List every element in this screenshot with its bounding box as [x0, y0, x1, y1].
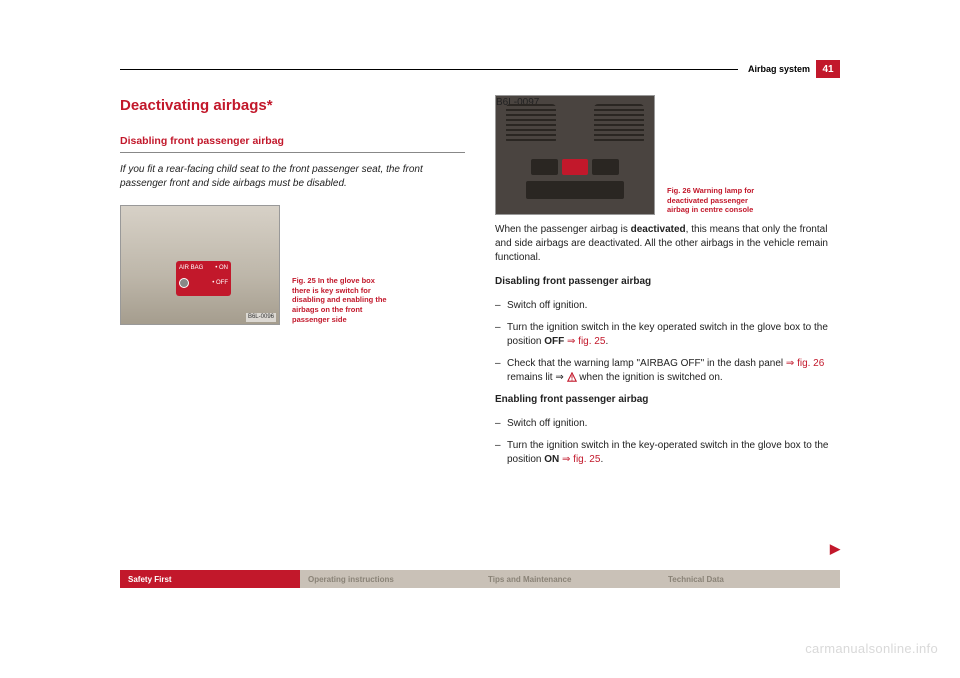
- bullet-dash-icon: –: [495, 357, 507, 385]
- dash-button-icon: [592, 159, 619, 175]
- text-bold: ON: [544, 454, 559, 465]
- manual-page: Airbag system 41 Deactivating airbags* D…: [0, 0, 960, 678]
- figure-26-block: B6L-0097 Fig. 26 Warning lamp for deacti…: [495, 95, 840, 215]
- figure-25-block: AIR BAG • ON • OFF B6L-0096 Fig. 25 In th…: [120, 205, 465, 325]
- header-rule: [120, 69, 738, 78]
- text-bold: deactivated: [631, 224, 686, 235]
- dash-button-row: [531, 159, 619, 175]
- text: When the passenger airbag is: [495, 224, 631, 235]
- list-item: – Check that the warning lamp "AIRBAG OF…: [495, 357, 840, 385]
- intro-text: If you fit a rear-facing child seat to t…: [120, 163, 465, 191]
- paragraph: When the passenger airbag is deactivated…: [495, 223, 840, 265]
- switch-title: AIR BAG: [179, 264, 203, 272]
- subheading: Disabling front passenger airbag: [495, 275, 840, 289]
- watermark: carmanualsonline.info: [805, 641, 938, 656]
- figure-26-image: B6L-0097: [495, 95, 655, 215]
- text: remains lit ⇒: [507, 372, 567, 383]
- airbag-off-lamp-icon: [562, 159, 589, 175]
- list-text: Check that the warning lamp "AIRBAG OFF"…: [507, 357, 840, 385]
- list-text: Switch off ignition.: [507, 417, 587, 431]
- fig-ref: ⇒ fig. 25: [564, 336, 605, 347]
- figure-25-code: B6L-0096: [246, 313, 276, 321]
- page-header: Airbag system 41: [120, 60, 840, 78]
- tab-operating-instructions[interactable]: Operating instructions: [300, 570, 480, 588]
- dash-storage-icon: [526, 181, 624, 199]
- list-item: – Turn the ignition switch in the key op…: [495, 321, 840, 349]
- page-number-badge: 41: [816, 60, 840, 78]
- section-title: Airbag system: [738, 60, 816, 78]
- dash-vent-left-icon: [506, 104, 556, 144]
- airbag-key-switch: AIR BAG • ON • OFF: [176, 261, 231, 296]
- continue-arrow-icon: ▶: [830, 540, 840, 558]
- footer-tabs: Safety First Operating instructions Tips…: [120, 570, 840, 588]
- fig-ref: ⇒ fig. 25: [559, 454, 600, 465]
- figure-25-image: AIR BAG • ON • OFF B6L-0096: [120, 205, 280, 325]
- list-item: – Switch off ignition.: [495, 417, 840, 431]
- text: Check that the warning lamp "AIRBAG OFF"…: [507, 358, 786, 369]
- switch-on-label: • ON: [215, 264, 228, 272]
- text: .: [605, 336, 608, 347]
- text: .: [600, 454, 603, 465]
- figure-26-caption: Fig. 26 Warning lamp for deactivated pas…: [667, 186, 767, 215]
- fig-ref: ⇒ fig. 26: [786, 358, 824, 369]
- bullet-dash-icon: –: [495, 439, 507, 467]
- list-text: Switch off ignition.: [507, 299, 587, 313]
- list-item: – Switch off ignition.: [495, 299, 840, 313]
- subheading: Enabling front passenger airbag: [495, 393, 840, 407]
- dash-vent-right-icon: [594, 104, 644, 144]
- text: when the ignition is switched on.: [577, 372, 723, 383]
- text-bold: OFF: [544, 336, 564, 347]
- list-item: – Turn the ignition switch in the key-op…: [495, 439, 840, 467]
- dash-button-icon: [531, 159, 558, 175]
- heading-1: Deactivating airbags*: [120, 95, 465, 116]
- tab-tips-maintenance[interactable]: Tips and Maintenance: [480, 570, 660, 588]
- tab-safety-first[interactable]: Safety First: [120, 570, 300, 588]
- bullet-dash-icon: –: [495, 321, 507, 349]
- bullet-dash-icon: –: [495, 417, 507, 431]
- warning-triangle-icon: [567, 372, 577, 382]
- switch-off-label: • OFF: [212, 279, 228, 287]
- figure-25-caption: Fig. 25 In the glove box there is key sw…: [292, 276, 392, 325]
- content-columns: Deactivating airbags* Disabling front pa…: [120, 95, 840, 558]
- list-text: Turn the ignition switch in the key-oper…: [507, 439, 840, 467]
- heading-2: Disabling front passenger airbag: [120, 134, 465, 153]
- list-text: Turn the ignition switch in the key oper…: [507, 321, 840, 349]
- bullet-dash-icon: –: [495, 299, 507, 313]
- left-column: Deactivating airbags* Disabling front pa…: [120, 95, 465, 558]
- key-slot-icon: [179, 278, 189, 288]
- right-column: B6L-0097 Fig. 26 Warning lamp for deacti…: [495, 95, 840, 558]
- tab-technical-data[interactable]: Technical Data: [660, 570, 840, 588]
